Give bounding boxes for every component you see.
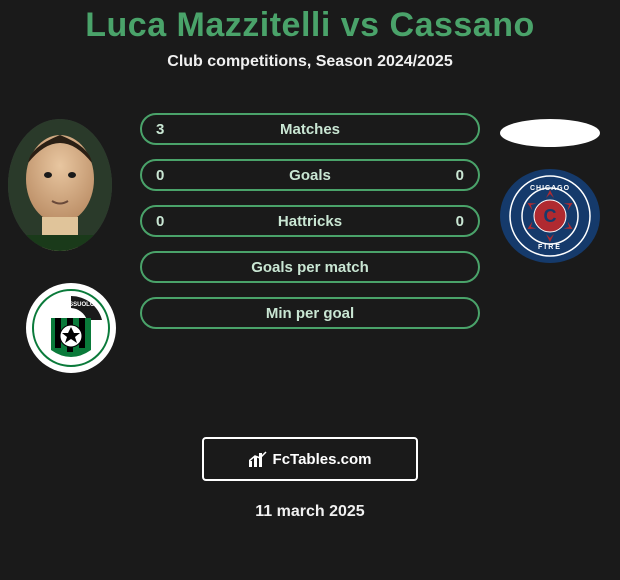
comparison-panel: U.S. SASSUOLO CHICAGO FIRE [0, 99, 620, 399]
stat-label: Goals per match [251, 259, 369, 276]
stat-row-goals-per-match: Goals per match [140, 251, 480, 283]
page-title: Luca Mazzitelli vs Cassano [0, 6, 620, 45]
stat-left-value: 0 [156, 213, 164, 230]
club-badge-left: U.S. SASSUOLO [26, 283, 116, 373]
player-left-face [8, 119, 112, 251]
player-right-placeholder [500, 119, 600, 147]
stat-rows: 3 Matches 0 Goals 0 0 Hattricks 0 Goals … [140, 113, 480, 343]
svg-text:C: C [544, 206, 557, 226]
stat-right-value: 0 [456, 167, 464, 184]
brand-footer[interactable]: FcTables.com [202, 437, 418, 481]
player-left-photo [8, 119, 112, 251]
stat-row-matches: 3 Matches [140, 113, 480, 145]
svg-text:U.S. SASSUOLO: U.S. SASSUOLO [47, 302, 94, 308]
stat-left-value: 3 [156, 121, 164, 138]
subtitle: Club competitions, Season 2024/2025 [0, 53, 620, 71]
stat-left-value: 0 [156, 167, 164, 184]
chicago-fire-crest-icon: CHICAGO FIRE C [505, 173, 595, 259]
sassuolo-crest-icon: U.S. SASSUOLO [31, 288, 111, 368]
date-text: 11 march 2025 [0, 503, 620, 521]
stat-row-goals: 0 Goals 0 [140, 159, 480, 191]
club-badge-right: CHICAGO FIRE C [500, 169, 600, 263]
svg-text:FIRE: FIRE [538, 244, 562, 251]
stat-label: Goals [289, 167, 331, 184]
stat-row-min-per-goal: Min per goal [140, 297, 480, 329]
stat-label: Min per goal [266, 305, 354, 322]
bar-chart-icon [249, 451, 267, 467]
stat-row-hattricks: 0 Hattricks 0 [140, 205, 480, 237]
brand-label: FcTables.com [273, 451, 372, 468]
stat-label: Matches [280, 121, 340, 138]
stat-label: Hattricks [278, 213, 342, 230]
stat-right-value: 0 [456, 213, 464, 230]
